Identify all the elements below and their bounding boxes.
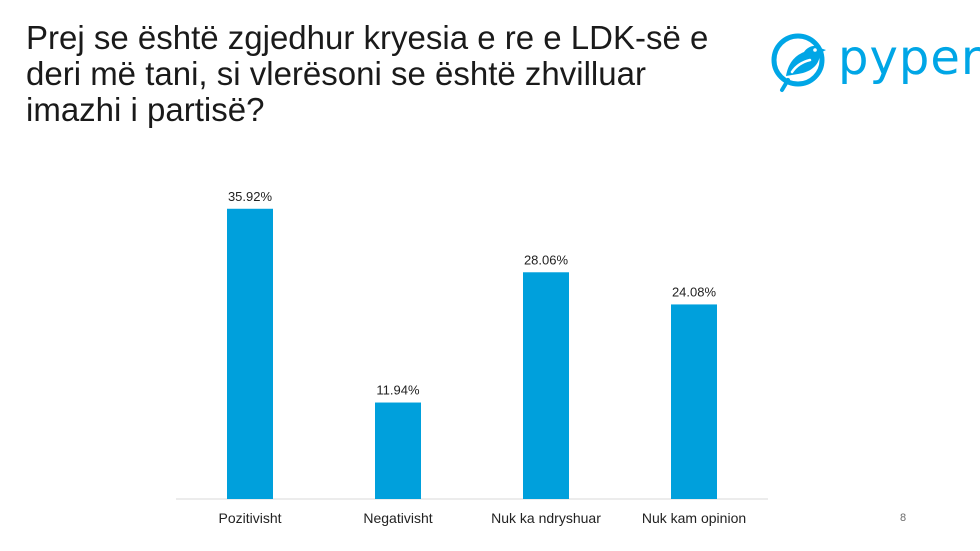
bar-value-label: 24.08%	[672, 284, 717, 299]
logo-text: pyper	[838, 30, 980, 86]
category-label: Negativisht	[363, 510, 432, 526]
bar-1	[375, 402, 421, 499]
bar-0	[227, 208, 273, 499]
bar-3	[671, 304, 717, 499]
pyper-logo: pyper	[768, 30, 980, 94]
category-label: Nuk ka ndryshuar	[491, 510, 601, 526]
category-label: Pozitivisht	[218, 510, 281, 526]
bird-logo-icon	[771, 33, 826, 92]
page-number: 8	[900, 512, 907, 524]
bar-value-label: 35.92%	[228, 189, 273, 204]
category-label: Nuk kam opinion	[642, 510, 746, 526]
bar-value-label: 11.94%	[376, 383, 420, 398]
bar-2	[523, 272, 569, 499]
slide-title: Prej se është zgjedhur kryesia e re e LD…	[26, 19, 709, 128]
bar-value-label: 28.06%	[524, 252, 569, 267]
